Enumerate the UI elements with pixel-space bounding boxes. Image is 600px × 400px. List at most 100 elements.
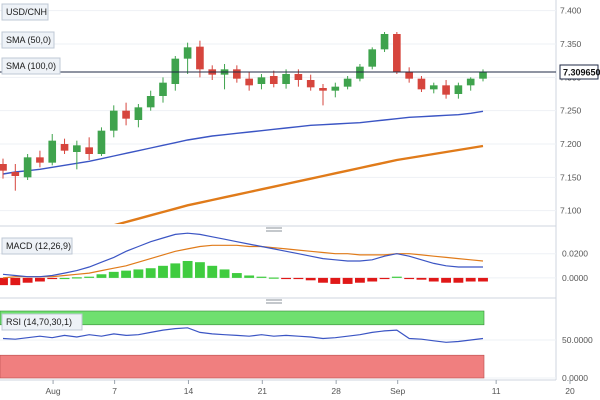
candle-body	[331, 86, 340, 91]
macd-histogram-bar	[108, 271, 119, 278]
rsi-series	[0, 310, 485, 379]
candle-body	[146, 96, 155, 108]
candle-body	[23, 157, 32, 178]
macd-histogram-bar	[84, 276, 95, 278]
resize-handle-macd[interactable]	[266, 227, 282, 232]
candle-body	[73, 145, 81, 152]
candle	[306, 74, 315, 91]
candle	[0, 158, 7, 179]
legend-sma-fast[interactable]: SMA (50,0)	[1, 31, 55, 49]
candle	[405, 67, 413, 83]
price-tick-label: 7.250	[560, 106, 582, 116]
candle-body	[294, 74, 303, 80]
candle-body	[479, 72, 487, 79]
candle	[454, 82, 463, 99]
macd-histogram-bar	[416, 277, 427, 280]
legend-macd-text: MACD (12,26,9)	[6, 241, 71, 251]
candle-body	[417, 78, 426, 90]
macd-histogram-bar	[318, 277, 328, 283]
last-price-tag: 7.309650	[559, 64, 600, 80]
axes: 7.4007.3507.3007.2507.2007.1507.1000.020…	[46, 6, 593, 396]
sma-100-line	[114, 144, 484, 224]
candle	[442, 80, 450, 99]
macd-histogram-bar	[47, 277, 58, 280]
macd-histogram-bar	[59, 277, 70, 280]
candle-body	[122, 110, 130, 119]
macd-histogram-bar	[453, 277, 464, 283]
macd-histogram-bar	[133, 269, 144, 278]
macd-histogram-bar	[342, 277, 353, 284]
candle-body	[368, 49, 377, 67]
macd-histogram-bar	[330, 277, 341, 284]
candle-body	[356, 66, 364, 79]
macd-histogram-bar	[305, 277, 316, 281]
candle	[331, 82, 340, 98]
candle-body	[282, 74, 290, 84]
macd-histogram-bar	[355, 277, 365, 283]
candle-body	[245, 78, 253, 86]
macd-histogram-bar	[219, 269, 230, 278]
macd-histogram-bar	[170, 263, 181, 278]
legend-rsi[interactable]: RSI (14,70,30,1)	[1, 313, 83, 331]
candle	[319, 84, 327, 106]
price-tick-label: 7.400	[560, 6, 582, 16]
macd-tick-label: 0.0000	[562, 273, 588, 283]
candle	[380, 32, 389, 52]
candle-body	[429, 85, 438, 90]
macd-histogram-bar	[256, 276, 267, 278]
candle	[233, 65, 241, 83]
macd-histogram-bar	[145, 268, 156, 278]
candle-body	[257, 77, 266, 84]
time-tick-label: 28	[331, 386, 341, 396]
time-tick-label: 14	[184, 386, 194, 396]
candle	[479, 69, 487, 82]
candle-body	[109, 110, 118, 131]
candle	[85, 137, 93, 160]
candle	[282, 69, 290, 89]
candle	[466, 77, 475, 91]
candle-body	[85, 147, 93, 154]
candle-body	[48, 140, 57, 163]
macd-histogram-bar	[441, 277, 451, 283]
macd-histogram-bar	[367, 277, 378, 282]
rsi-line	[2, 327, 484, 343]
candle	[171, 56, 180, 91]
candle-body	[60, 144, 69, 151]
legend-macd[interactable]: MACD (12,26,9)	[1, 237, 73, 255]
candle-body	[306, 80, 315, 88]
candle	[109, 105, 118, 138]
legend-symbol[interactable]: USD/CNH	[1, 3, 49, 21]
candle-body	[269, 76, 278, 84]
candle-body	[183, 47, 192, 59]
last-price-text: 7.309650	[563, 68, 600, 78]
legend-sma-slow-text: SMA (100,0)	[6, 61, 56, 71]
candle	[269, 70, 278, 88]
candle	[245, 72, 253, 91]
macd-tick-label: 0.0200	[562, 249, 588, 259]
macd-histogram-bar	[428, 277, 439, 282]
candle	[36, 150, 44, 168]
macd-signal-line	[2, 244, 484, 279]
candle	[159, 77, 167, 103]
resize-handle-rsi[interactable]	[266, 299, 282, 304]
macd-histogram-bar	[465, 277, 476, 282]
legend-symbol-text: USD/CNH	[6, 7, 47, 17]
macd-histogram-bar	[22, 277, 33, 283]
candle-body	[405, 72, 413, 79]
time-tick-label: Aug	[46, 386, 61, 396]
candle-body	[233, 69, 241, 79]
macd-histogram-bar	[379, 277, 390, 280]
candle-body	[454, 85, 463, 94]
legend-sma-slow[interactable]: SMA (100,0)	[1, 57, 61, 75]
candle	[11, 164, 20, 191]
candle	[48, 134, 57, 166]
macd-histogram-bar	[121, 270, 131, 278]
macd-line	[2, 232, 483, 278]
macd-histogram-bar	[35, 277, 45, 282]
price-tick-label: 7.100	[560, 206, 582, 216]
candle-body	[97, 130, 106, 154]
candle-body	[319, 88, 327, 91]
candle	[257, 74, 266, 90]
candle-body	[343, 78, 352, 87]
candle	[343, 76, 352, 90]
